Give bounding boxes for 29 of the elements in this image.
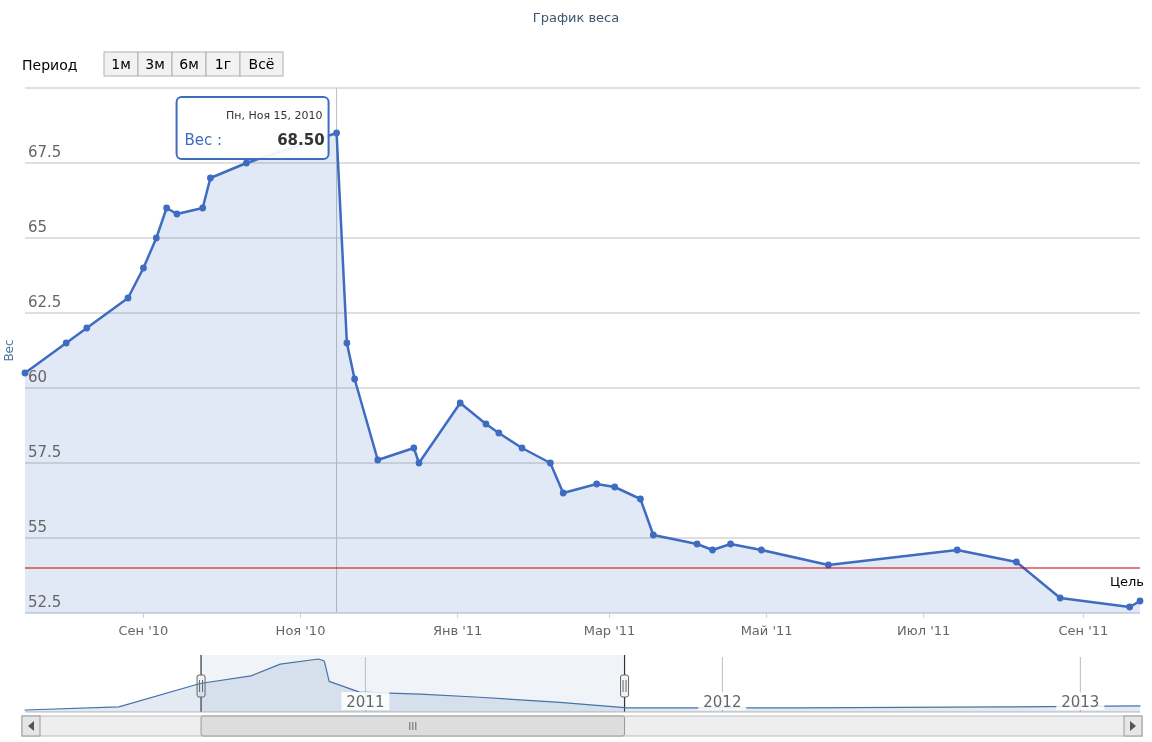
y-tick-label: 57.5	[28, 443, 62, 461]
text: 1г	[214, 56, 232, 72]
x-tick-label: 2013	[1061, 693, 1100, 711]
y-axis-title: Вес	[2, 339, 16, 362]
x-tick-label: Июл '11	[897, 623, 951, 638]
x-tick-label: Май '11	[740, 623, 793, 638]
text: Период	[22, 57, 78, 73]
x-tick-label: Янв '11	[432, 623, 483, 638]
y-tick-label: 65	[28, 218, 48, 236]
text: Всё	[248, 56, 275, 72]
data-label: 68.50	[277, 131, 325, 149]
series-label: Вес :	[184, 131, 223, 149]
annotation: Пн, Ноя 15, 2010	[226, 109, 323, 122]
y-tick-label: 52.5	[28, 593, 62, 611]
y-tick-label: 55	[28, 518, 48, 536]
chart-title: График веса	[532, 10, 620, 25]
x-tick-label: Сен '11	[1058, 623, 1109, 638]
text: 3м	[145, 56, 165, 72]
y-tick-label: 60	[28, 368, 48, 386]
text: 6м	[179, 56, 199, 72]
x-tick-label: 2012	[703, 693, 742, 711]
y-tick-label: 62.5	[28, 293, 62, 311]
x-tick-label: Сен '10	[118, 623, 169, 638]
y-tick-label: 67.5	[28, 143, 62, 161]
ref-line-label: Цель	[1109, 574, 1144, 589]
x-tick-label: 2011	[346, 693, 385, 711]
x-tick-label: Ноя '10	[275, 623, 326, 638]
x-tick-label: Мар '11	[583, 623, 636, 638]
text: 1м	[111, 56, 131, 72]
